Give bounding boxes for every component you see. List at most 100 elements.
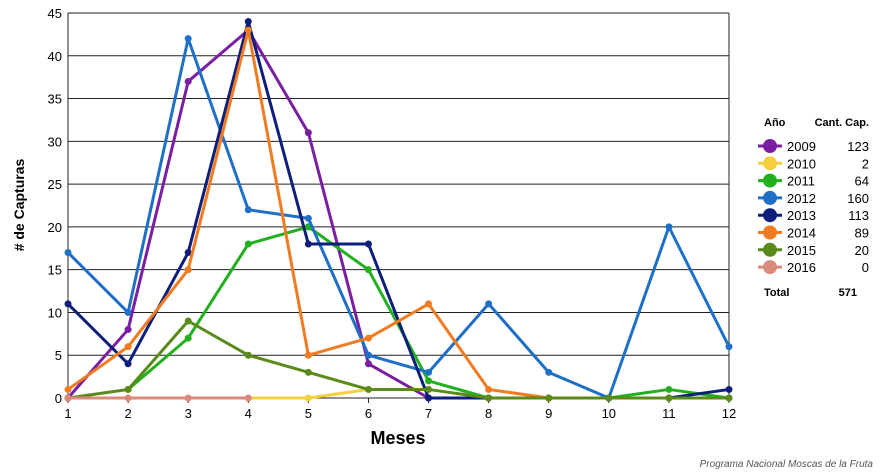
data-point-2009 [124,326,132,334]
data-point-2014 [364,334,372,342]
legend-year: 2012 [787,191,816,206]
legend-year: 2015 [787,243,816,258]
data-point-2013 [425,394,433,402]
legend-count: 0 [862,260,869,275]
data-point-2015 [425,385,433,393]
credit-text: Programa Nacional Moscas de la Fruta [699,459,873,470]
x-tick-label: 10 [602,406,616,421]
data-point-2009 [364,360,372,368]
data-point-2015 [364,385,372,393]
data-point-2012 [184,35,192,43]
legend-swatch-marker [763,260,777,275]
legend-item-2011: 2011 64 [758,173,869,189]
legend-year: 2016 [787,260,816,275]
x-tick-label: 4 [245,406,252,421]
series-2016 [64,394,252,402]
series-2014 [64,26,553,402]
legend-item-2013: 2013 113 [758,208,869,223]
legend-count: 160 [847,191,869,206]
legend-swatch-marker [763,156,777,171]
y-tick-label: 30 [48,134,62,149]
legend-count: 20 [855,243,869,258]
data-point-2009 [304,129,312,137]
legend-item-2012: 2012 160 [758,190,869,206]
y-tick-label: 5 [55,348,62,363]
series-2013 [64,18,733,402]
x-tick-label: 7 [425,406,432,421]
data-point-2012 [725,343,733,351]
data-point-2016 [184,394,192,402]
data-point-2011 [665,385,673,393]
data-point-2013 [184,249,192,257]
data-point-2015 [545,394,553,402]
legend-year: 2014 [787,226,816,241]
legend-swatch-marker [763,139,777,153]
legend-swatch-marker [763,190,777,205]
data-point-2013 [124,360,132,368]
data-point-2010 [304,394,312,402]
legend-swatch-marker [763,173,777,188]
data-point-2013 [364,240,372,248]
y-tick-label: 10 [48,305,62,320]
legend-swatch-marker [763,208,777,223]
legend-total-label: Total [764,287,789,299]
legend-item-2009: 2009 123 [758,139,869,154]
data-point-2015 [244,351,252,359]
x-tick-label: 1 [64,406,71,421]
x-tick-label: 2 [124,406,131,421]
data-point-2014 [304,351,312,359]
data-point-2014 [64,385,72,393]
data-point-2013 [304,240,312,248]
legend-header-year: Año [764,117,786,129]
series-line-2012 [66,37,731,400]
legend-count: 2 [862,156,869,171]
data-point-2016 [124,394,132,402]
legend-count: 64 [855,174,869,189]
legend-item-2010: 2010 2 [758,156,869,171]
x-tick-label: 3 [185,406,192,421]
data-point-2014 [124,343,132,351]
data-point-2012 [364,351,372,359]
data-point-2014 [184,266,192,274]
data-point-2015 [124,385,132,393]
legend-total-value: 571 [839,287,857,299]
data-point-2011 [184,334,192,342]
x-tick-label: 5 [305,406,312,421]
y-tick-label: 25 [48,177,62,192]
x-tick-label: 11 [662,406,676,421]
data-point-2011 [364,266,372,274]
data-point-2015 [485,394,493,402]
data-point-2009 [184,77,192,85]
legend-item-2015: 2015 20 [758,242,869,258]
y-tick-label: 0 [55,391,62,406]
x-tick-labels: 1 2 3 4 5 6 7 8 9 10 11 12 [64,406,736,421]
series-lines [64,18,733,402]
data-point-2011 [425,377,433,385]
y-tick-label: 45 [48,6,62,21]
data-point-2014 [244,26,252,34]
legend-header-count: Cant. Cap. [815,117,869,129]
data-point-2015 [605,394,613,402]
x-tick-label: 9 [545,406,552,421]
legend-swatch-marker [763,225,777,240]
data-point-2015 [184,317,192,325]
data-point-2013 [725,385,733,393]
y-axis-label: # de Capturas [11,158,27,251]
legend-year: 2009 [787,139,816,154]
data-point-2012 [425,368,433,376]
x-axis-label: Meses [370,428,425,448]
data-point-2012 [665,223,673,231]
x-tick-label: 6 [365,406,372,421]
x-tick-label: 12 [722,406,736,421]
legend-year: 2010 [787,156,816,171]
series-line-2015 [67,319,729,400]
legend-item-2014: 2014 89 [758,225,869,241]
data-point-2014 [425,300,433,308]
data-point-2015 [304,368,312,376]
legend-count: 113 [848,208,869,223]
legend-count: 89 [855,226,869,241]
legend-year: 2013 [787,208,816,223]
data-point-2012 [244,206,252,214]
